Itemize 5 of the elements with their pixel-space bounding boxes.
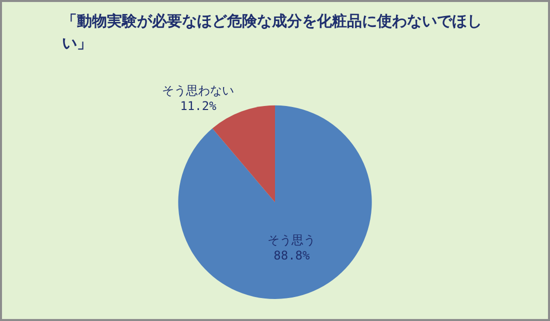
chart-title: 「動物実験が必要なほど危険な成分を化粧品に使わないでほしい」 bbox=[62, 11, 483, 54]
slice-label: そう思う bbox=[268, 232, 316, 247]
data-label: 11.2% bbox=[180, 99, 218, 114]
data-label: 88.8% bbox=[274, 248, 311, 262]
slice-label: そう思わない bbox=[162, 83, 234, 98]
